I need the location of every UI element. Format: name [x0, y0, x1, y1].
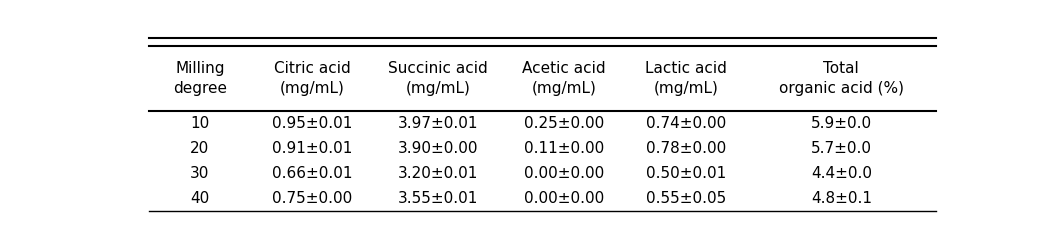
- Text: 0.50±0.01: 0.50±0.01: [645, 166, 726, 181]
- Text: 40: 40: [190, 191, 209, 206]
- Text: 0.78±0.00: 0.78±0.00: [645, 141, 726, 156]
- Text: 0.95±0.01: 0.95±0.01: [272, 116, 352, 131]
- Text: 0.00±0.00: 0.00±0.00: [524, 166, 604, 181]
- Text: 5.9±0.0: 5.9±0.0: [810, 116, 872, 131]
- Text: 0.25±0.00: 0.25±0.00: [524, 116, 604, 131]
- Text: 5.7±0.0: 5.7±0.0: [810, 141, 872, 156]
- Text: Milling
degree: Milling degree: [172, 61, 226, 96]
- Text: 3.97±0.01: 3.97±0.01: [398, 116, 478, 131]
- Text: 0.55±0.05: 0.55±0.05: [645, 191, 726, 206]
- Text: 3.55±0.01: 3.55±0.01: [398, 191, 478, 206]
- Text: 0.66±0.01: 0.66±0.01: [272, 166, 352, 181]
- Text: Citric acid
(mg/mL): Citric acid (mg/mL): [274, 61, 350, 96]
- Text: 10: 10: [190, 116, 209, 131]
- Text: Lactic acid
(mg/mL): Lactic acid (mg/mL): [645, 61, 727, 96]
- Text: 3.90±0.00: 3.90±0.00: [398, 141, 478, 156]
- Text: 20: 20: [190, 141, 209, 156]
- Text: 0.74±0.00: 0.74±0.00: [645, 116, 726, 131]
- Text: 0.91±0.01: 0.91±0.01: [272, 141, 352, 156]
- Text: 4.4±0.0: 4.4±0.0: [810, 166, 872, 181]
- Text: Acetic acid
(mg/mL): Acetic acid (mg/mL): [522, 61, 605, 96]
- Text: 0.11±0.00: 0.11±0.00: [524, 141, 604, 156]
- Text: 30: 30: [190, 166, 209, 181]
- Text: Succinic acid
(mg/mL): Succinic acid (mg/mL): [388, 61, 488, 96]
- Text: Total
organic acid (%): Total organic acid (%): [779, 61, 904, 96]
- Text: 0.00±0.00: 0.00±0.00: [524, 191, 604, 206]
- Text: 0.75±0.00: 0.75±0.00: [272, 191, 352, 206]
- Text: 4.8±0.1: 4.8±0.1: [810, 191, 872, 206]
- Text: 3.20±0.01: 3.20±0.01: [398, 166, 478, 181]
